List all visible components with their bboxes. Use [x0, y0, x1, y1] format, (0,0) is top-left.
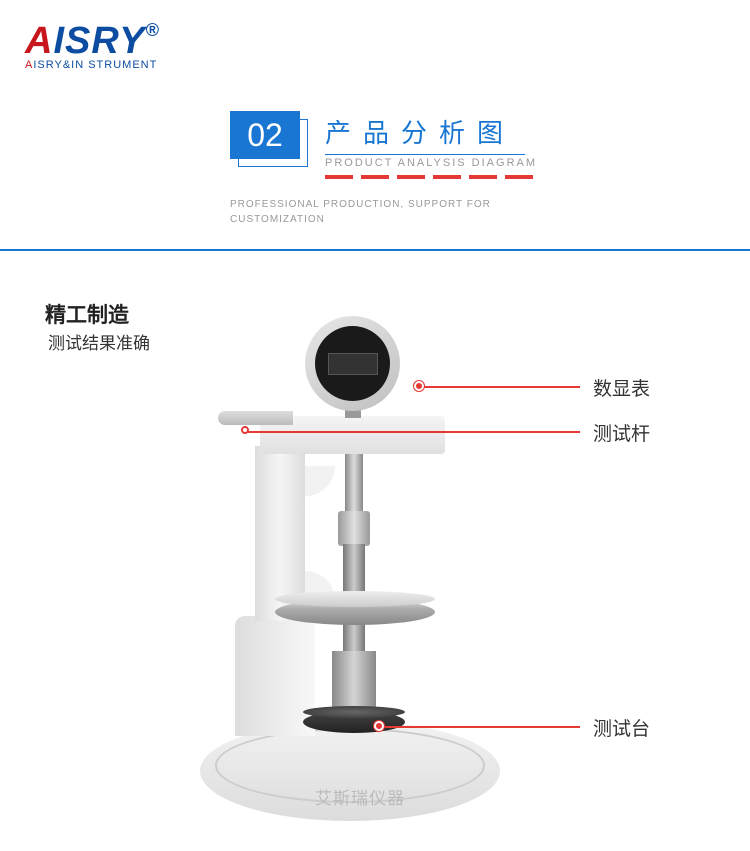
logo-rest: ISRY [53, 20, 145, 62]
device-anvil-top [303, 706, 405, 718]
title-english: PRODUCT ANALYSIS DIAGRAM [325, 157, 690, 169]
logo-first-letter: A [25, 20, 53, 62]
callout-label-platform: 测试台 [593, 714, 650, 741]
section-number: 02 [230, 111, 300, 159]
device-base-upper [235, 616, 315, 736]
logo-tagline: AISRY&IN STRUMENT [25, 59, 725, 71]
callout-dot-gauge [414, 381, 424, 391]
device-plate-top [275, 591, 435, 607]
section-divider [0, 249, 750, 251]
dash [361, 175, 389, 179]
callout-dot-rod [241, 426, 249, 434]
subtitle-line1: PROFESSIONAL PRODUCTION, SUPPORT FOR [230, 199, 491, 210]
callout-line-gauge [420, 386, 580, 388]
device-lever [218, 411, 293, 425]
gauge-display [328, 353, 378, 375]
callout-dot-platform [374, 721, 384, 731]
callout-label-gauge: 数显表 [593, 374, 650, 401]
section-header: 02 产品分析图 PRODUCT ANALYSIS DIAGRAM PROFES… [0, 111, 750, 227]
logo-area: AISRY® AISRY&IN STRUMENT [0, 0, 750, 81]
diagram-area: 精工制造 测试结果准确 艾斯瑞仪器 数显表 测试杆 测试台 [0, 271, 750, 851]
feature-subtitle: 测试结果准确 [48, 329, 150, 354]
device-rod-collar [338, 511, 370, 546]
title-underline [325, 154, 525, 155]
dash [325, 175, 353, 179]
dash [397, 175, 425, 179]
feature-title: 精工制造 [45, 299, 129, 329]
registered-mark: ® [145, 20, 159, 40]
watermark: 艾斯瑞仪器 [315, 784, 405, 809]
callout-line-rod [248, 431, 580, 433]
title-chinese: 产品分析图 [325, 111, 690, 150]
device-illustration: 艾斯瑞仪器 [190, 316, 490, 836]
gauge-ring [305, 316, 400, 411]
callout-line-platform [380, 726, 580, 728]
dash [433, 175, 461, 179]
decorative-dashes [325, 175, 690, 179]
subtitle: PROFESSIONAL PRODUCTION, SUPPORT FOR CUS… [230, 197, 690, 227]
gauge-face [315, 326, 390, 401]
device-rod-upper [345, 454, 363, 514]
tagline-rest: ISRY&IN STRUMENT [33, 59, 157, 71]
callout-label-rod: 测试杆 [593, 419, 650, 446]
dash [469, 175, 497, 179]
subtitle-line2: CUSTOMIZATION [230, 214, 325, 225]
dash [505, 175, 533, 179]
brand-logo: AISRY® [25, 20, 725, 63]
